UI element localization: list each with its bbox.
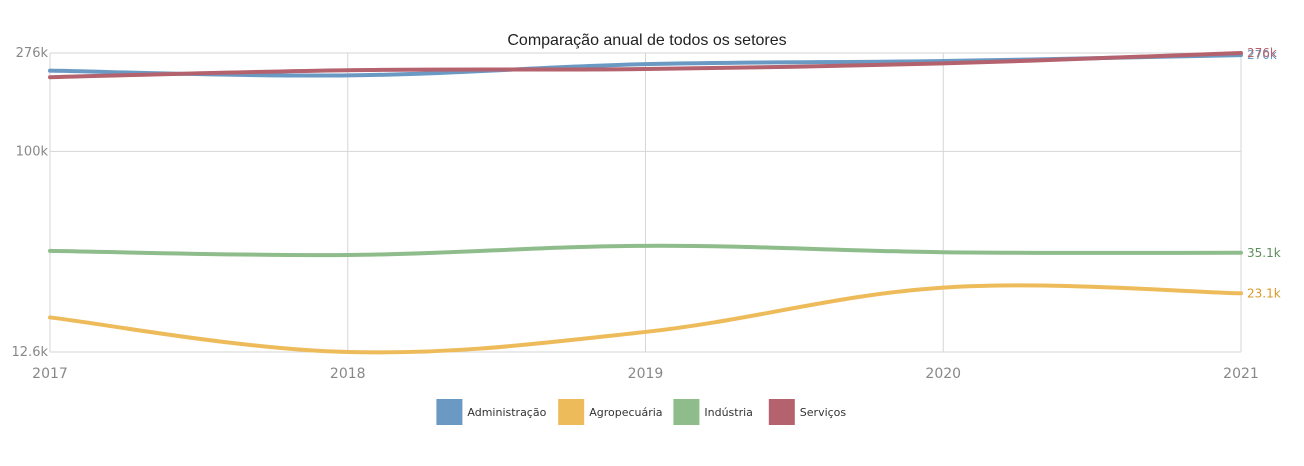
x-tick-label: 2020 xyxy=(925,366,961,382)
series-line-1[interactable] xyxy=(48,283,1243,355)
legend-swatch xyxy=(558,399,585,425)
series-line-3[interactable] xyxy=(48,51,1243,80)
legend-item[interactable]: Administração xyxy=(436,399,547,425)
legend-item[interactable]: Indústria xyxy=(673,399,753,425)
legend-label: Administração xyxy=(467,406,546,419)
legend[interactable]: Administração Agropecuária Indústria Serviç… xyxy=(436,399,846,425)
chart-title: Comparação anual de todos os setores xyxy=(507,32,786,49)
legend-label: Indústria xyxy=(704,406,753,419)
legend-label: Agropecuária xyxy=(589,406,662,419)
legend-swatch xyxy=(768,399,795,425)
legend-item[interactable]: Agropecuária xyxy=(558,399,663,425)
series-end-label: 35.1k xyxy=(1247,246,1281,260)
x-axis-ticks: 2017 2018 2019 2020 2021 xyxy=(32,366,1259,382)
series-line-2[interactable] xyxy=(48,243,1243,258)
series-end-label: 23.1k xyxy=(1247,286,1281,300)
legend-item[interactable]: Serviços xyxy=(768,399,847,425)
end-labels: 270k 23.1k 35.1k 276k xyxy=(1247,46,1281,300)
x-tick-label: 2019 xyxy=(628,366,664,382)
x-tick-label: 2021 xyxy=(1223,366,1259,382)
grid xyxy=(49,52,1242,353)
y-axis-ticks: 276k 100k 12.6k xyxy=(12,46,49,360)
x-tick-label: 2017 xyxy=(32,366,68,382)
y-tick-label: 100k xyxy=(16,144,49,159)
series-end-label: 276k xyxy=(1247,46,1277,60)
legend-swatch xyxy=(436,399,463,425)
legend-swatch xyxy=(673,399,700,425)
series-lines xyxy=(48,51,1243,355)
x-tick-label: 2018 xyxy=(330,366,366,382)
series-end-label: 270k xyxy=(1247,48,1277,62)
legend-label: Serviços xyxy=(800,406,847,419)
y-tick-label: 12.6k xyxy=(12,345,49,360)
y-tick-label: 276k xyxy=(16,46,49,61)
